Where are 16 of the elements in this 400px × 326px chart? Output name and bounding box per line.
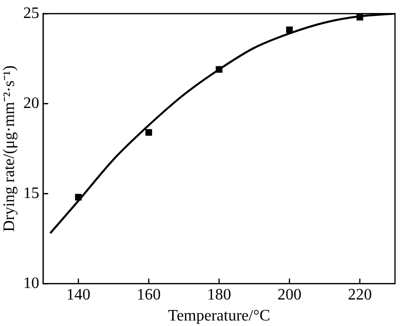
point [356,14,364,21]
x-tick-label: 160 [136,286,161,304]
point [216,66,222,73]
x-tick-label: 140 [66,286,90,304]
x-tick-label: 220 [348,286,372,304]
x-axis-title: Temperature/°C [168,308,270,325]
y-tick-label: 10 [23,274,40,292]
point [286,26,293,34]
y-tick-label: 15 [23,184,40,202]
x-tick-label: 200 [277,286,302,304]
y-tick-label: 20 [23,94,40,112]
point [75,194,82,201]
y-tick-label: 25 [23,4,40,22]
point [145,129,152,136]
y-axis-title: Drying rate/(μg·mm⁻²·s⁻¹) [0,65,18,232]
x-tick-label: 180 [207,286,232,304]
